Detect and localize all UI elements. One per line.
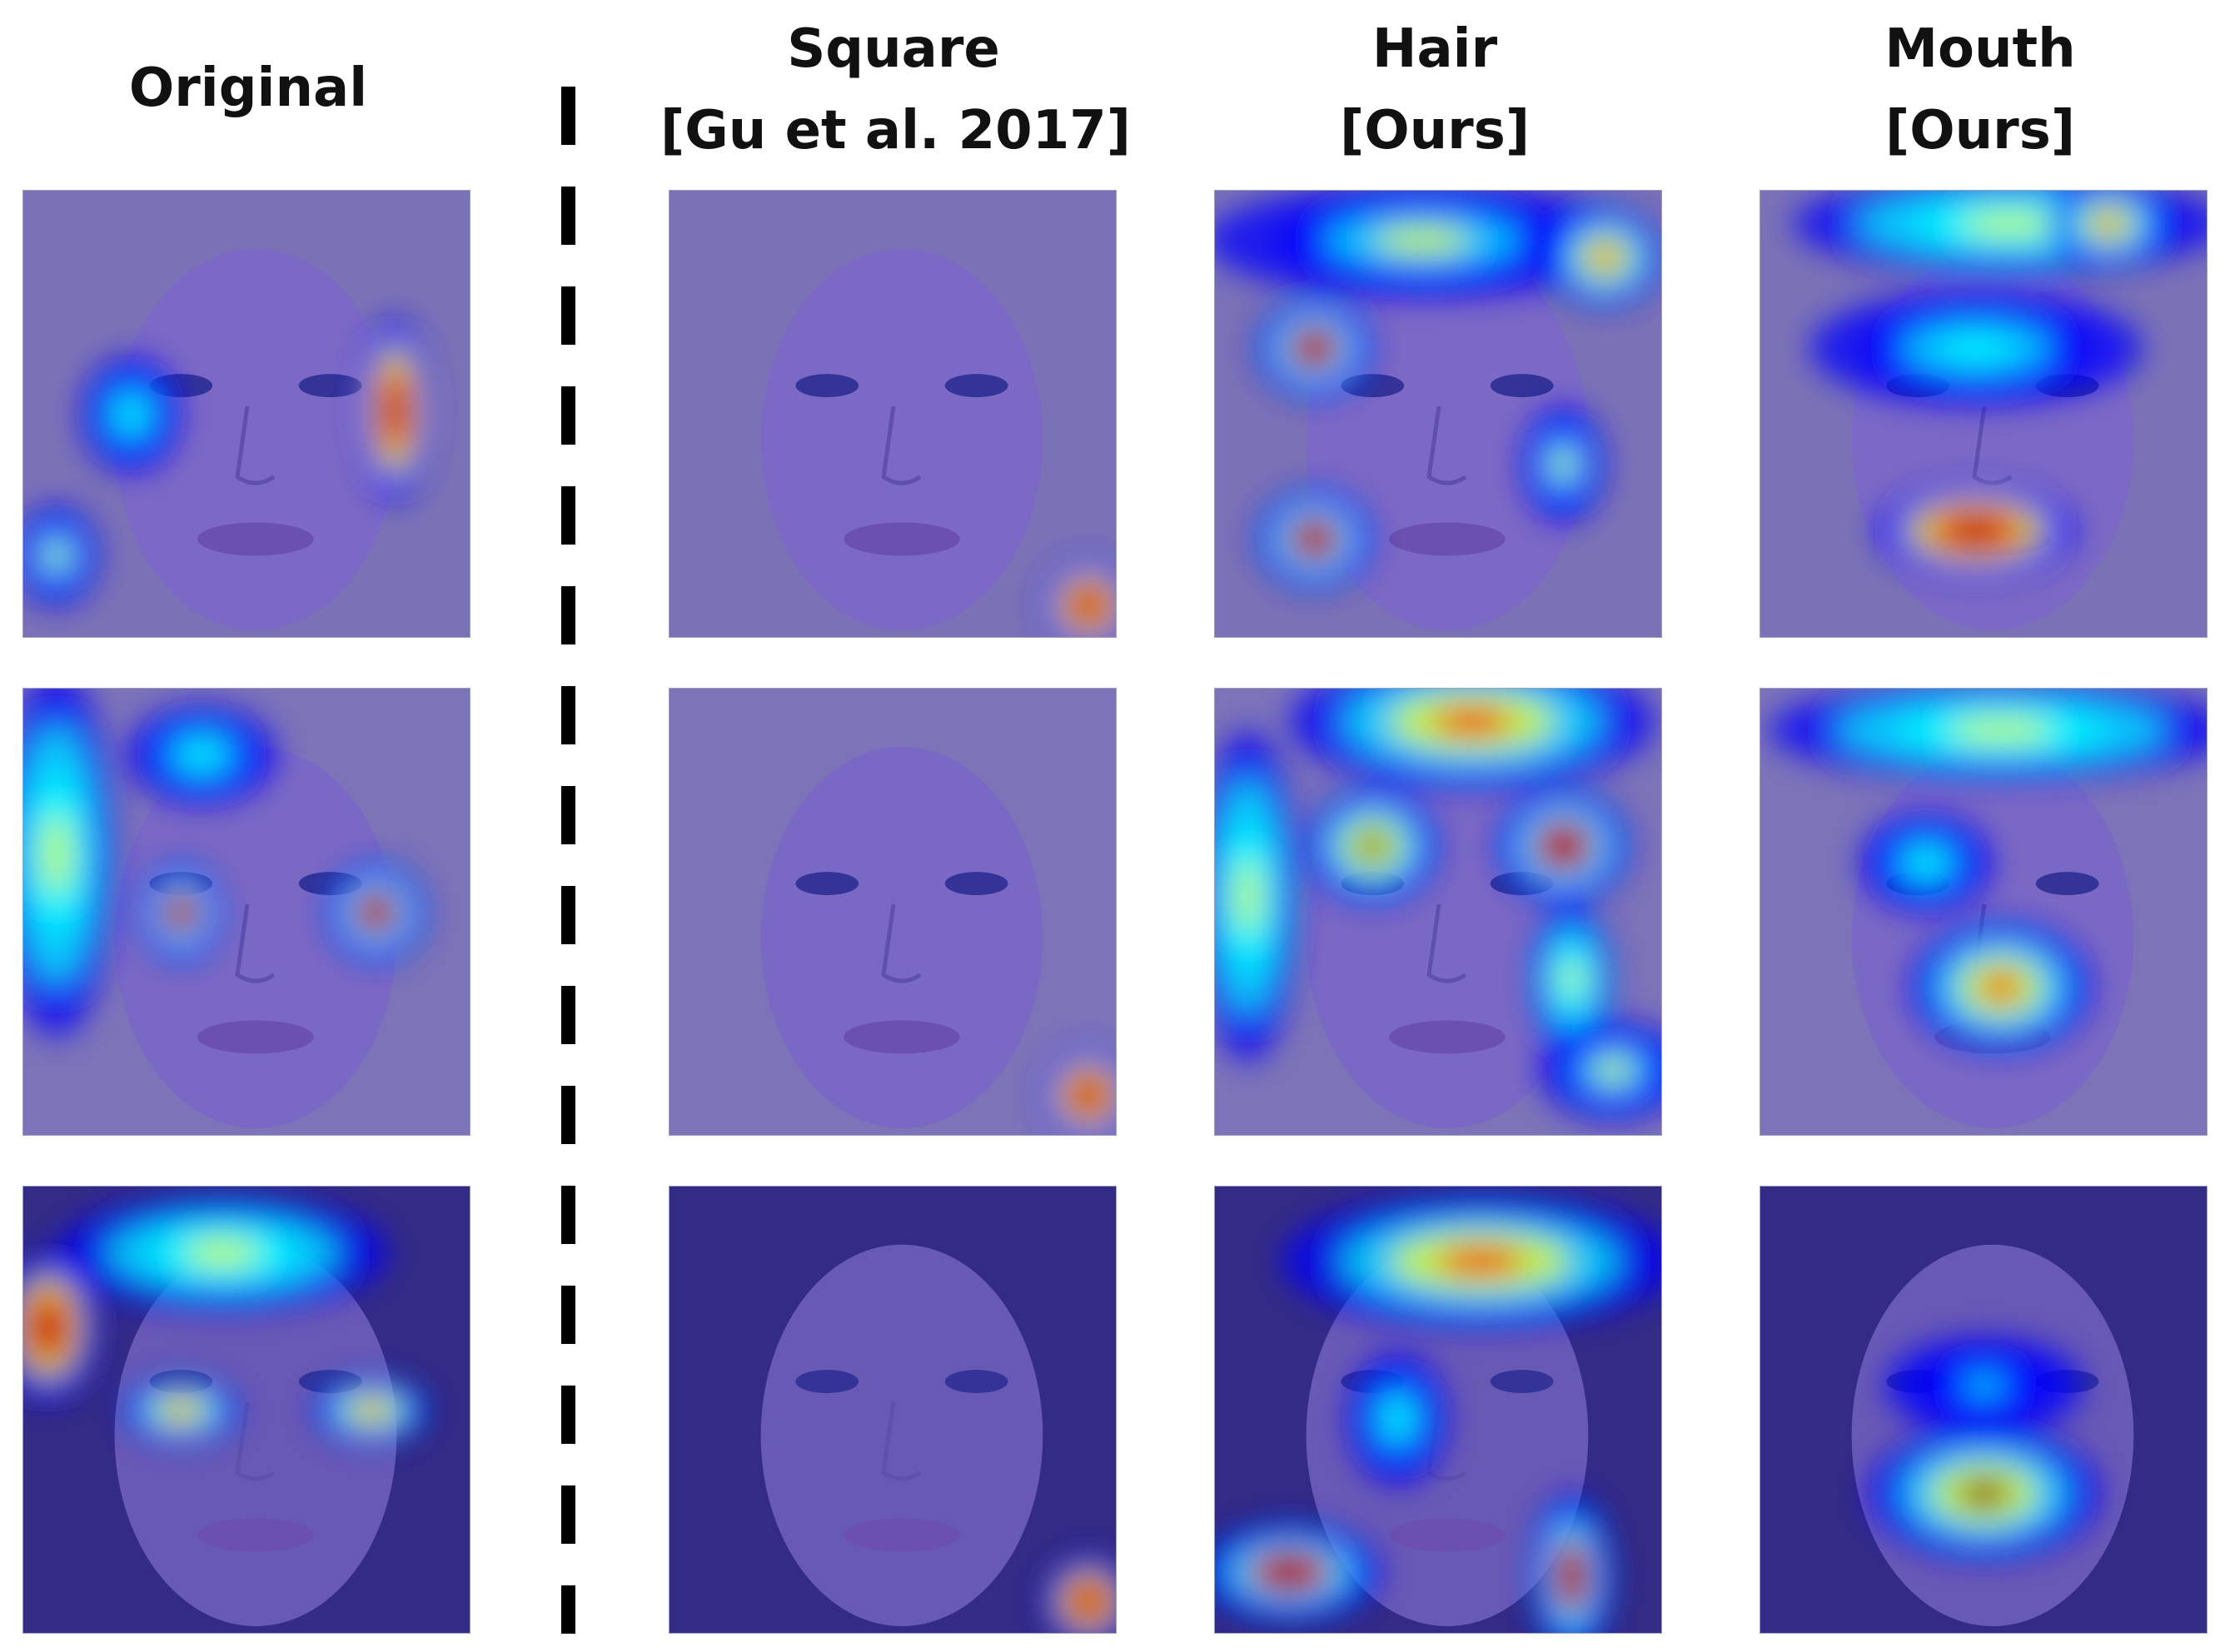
hotspot-2 [1548, 833, 1578, 859]
hotspot-4 [185, 744, 218, 766]
face-heatmap-svg [1215, 191, 1661, 637]
hotspot-2 [167, 1403, 194, 1418]
activation-hotspots [1043, 1049, 1116, 1135]
face-heatmap-svg [669, 191, 1116, 637]
heatmap-base-overlay [669, 191, 1116, 637]
heatmap-panel-original-row-3 [22, 1186, 470, 1634]
heatmap-panel-original-row-1 [22, 190, 470, 638]
face-heatmap-svg [1215, 689, 1661, 1135]
hotspot-3 [47, 545, 66, 567]
hotspot-3 [1431, 707, 1513, 737]
activation-hotspots [1868, 1336, 2101, 1560]
activation-hotspots [1215, 191, 1661, 590]
face-heatmap-svg [1760, 689, 2207, 1135]
hotspot-4 [186, 1240, 259, 1266]
hotspot-3 [1961, 212, 2057, 236]
activation-hotspots [1793, 191, 2207, 577]
hotspot-4 [1386, 1404, 1409, 1434]
activation-hotspots [23, 319, 431, 606]
column-title-square: Square [787, 18, 1000, 80]
column-header-square: Square [Gu et al. 2017] [660, 8, 1131, 172]
hotspot-2 [365, 901, 387, 924]
column-header-mouth: Mouth [Ours] [1747, 8, 2213, 172]
hotspot-1 [1302, 337, 1327, 360]
activation-hotspots [1215, 689, 1661, 1121]
hotspot-3 [1911, 852, 1941, 874]
hotspot-2 [1302, 528, 1327, 550]
face-heatmap-svg [1215, 1187, 1661, 1633]
column-title-original: Original [128, 57, 368, 119]
hotspot-4 [2096, 214, 2122, 233]
hotspot-3 [1375, 227, 1471, 254]
hotspot-4 [1237, 859, 1260, 933]
heatmap-panel-hair-row-2 [1214, 688, 1662, 1136]
heatmap-panel-hair-row-3 [1214, 1186, 1662, 1634]
face-heatmap-svg [669, 1187, 1116, 1633]
face-heatmap-svg [23, 689, 470, 1135]
activation-hotspots [23, 689, 426, 1037]
dashed-divider [561, 87, 575, 1634]
hotspot-1 [1980, 973, 2022, 1003]
column-title-mouth: Mouth [1884, 18, 2076, 80]
heatmap-panel-square-row-3 [669, 1186, 1117, 1634]
face-heatmap-svg [1760, 191, 2207, 637]
column-citation-square: [Gu et al. 2017] [660, 100, 1131, 162]
hotspot-5 [1591, 246, 1618, 268]
hotspot-1 [1078, 1591, 1099, 1612]
activation-hotspots [1043, 560, 1116, 637]
hotspot-1 [1078, 595, 1099, 616]
face-heatmap-svg [1760, 1187, 2207, 1633]
activation-hotspots [1215, 1194, 1661, 1633]
hotspot-4 [1554, 451, 1573, 478]
heatmap-base-overlay [669, 1187, 1116, 1633]
hotspot-3 [43, 814, 70, 895]
hotspot-5 [1562, 962, 1581, 996]
heatmap-panel-original-row-2 [22, 688, 470, 1136]
heatmap-panel-mouth-row-2 [1760, 688, 2208, 1136]
activation-hotspots [23, 1194, 431, 1444]
column-header-original: Original [15, 47, 481, 129]
hotspot-2 [1962, 1374, 2007, 1397]
hotspot-1 [1954, 520, 1999, 541]
hotspot-2 [120, 401, 142, 428]
heatmap-panel-mouth-row-1 [1760, 190, 2208, 638]
heatmap-base-overlay [669, 689, 1116, 1135]
column-title-hair: Hair [1371, 18, 1498, 80]
hotspot-1 [1357, 833, 1387, 859]
heatmap-panel-hair-row-1 [1214, 190, 1662, 638]
hotspot-2 [1269, 1561, 1310, 1584]
column-citation-hair: [Ours] [1339, 100, 1531, 162]
hotspot-1 [1959, 1479, 2010, 1509]
activation-hotspots [1043, 1555, 1116, 1633]
face-heatmap-svg [23, 191, 470, 637]
hotspot-1 [387, 390, 403, 431]
hotspot-1 [37, 1311, 60, 1345]
hotspot-1 [1078, 1085, 1099, 1106]
hotspot-1 [1562, 1558, 1581, 1595]
heatmap-panel-square-row-2 [669, 688, 1117, 1136]
activation-hotspots [1769, 689, 2207, 1054]
face-heatmap-svg [23, 1187, 470, 1633]
face-heatmap-svg [669, 689, 1116, 1135]
heatmap-panel-mouth-row-3 [1760, 1186, 2208, 1634]
column-citation-mouth: [Ours] [1884, 100, 2076, 162]
hotspot-2 [1949, 719, 2053, 741]
hotspot-2 [1939, 335, 2013, 361]
hotspot-3 [1436, 1246, 1525, 1276]
column-header-hair: Hair [Ours] [1202, 8, 1668, 172]
hotspot-3 [359, 1403, 385, 1418]
hotspot-6 [1596, 1059, 1630, 1082]
hotspot-1 [172, 901, 191, 924]
heatmap-panel-square-row-1 [669, 190, 1117, 638]
